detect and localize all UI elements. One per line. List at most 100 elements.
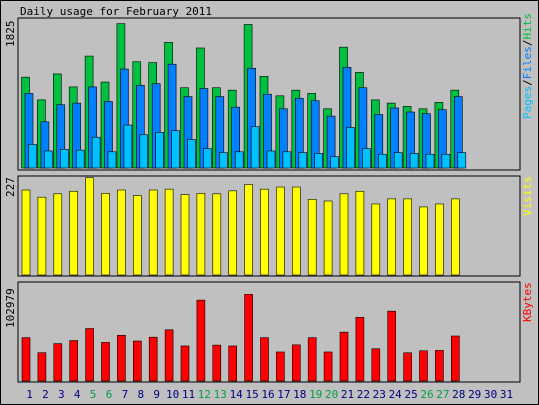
pages-bar-13 (219, 152, 228, 169)
kbytes-bar-7 (117, 334, 126, 382)
x-tick-label: 26 (420, 388, 433, 401)
kbytes-bar-8 (133, 340, 142, 382)
kbytes-bar-6 (101, 342, 110, 382)
pages-bar-15 (250, 126, 260, 169)
x-tick-label: 11 (182, 388, 195, 401)
pages-bar-1 (28, 144, 37, 169)
panel-top-frame (17, 17, 521, 171)
visits-bar-21 (339, 193, 349, 276)
legend-sep-1: / (521, 79, 534, 86)
pages-bar-25 (409, 153, 419, 169)
kbytes-bar-24 (387, 310, 397, 382)
ytick-label-bottom: 102979 (4, 288, 17, 328)
kbytes-bar-21 (339, 331, 349, 382)
x-tick-label: 31 (500, 388, 513, 401)
pages-bar-19 (314, 153, 324, 169)
x-axis-labels: 1 2 3 4 5 6 7 8 9 10 11 12 13 14 15 16 17 18 19 20 21 22 23 24 2… (26, 388, 513, 401)
kbytes-bar-5 (85, 328, 94, 382)
visits-bar-15 (244, 184, 253, 276)
pages-bar-12 (203, 148, 212, 169)
visits-bar-1 (21, 189, 31, 276)
legend-visits: Visits (521, 176, 534, 216)
x-tick-label: 2 (42, 388, 49, 401)
visits-bar-18 (291, 186, 301, 276)
x-tick-label: 25 (404, 388, 417, 401)
pages-bar-9 (155, 132, 164, 169)
kbytes-bar-27 (435, 350, 444, 382)
legend-pages: Pages (521, 86, 534, 119)
x-tick-label: 29 (468, 388, 481, 401)
visits-bar-9 (148, 189, 158, 276)
x-tick-label: 1 (26, 388, 33, 401)
pages-bar-14 (234, 151, 244, 169)
kbytes-bar-3 (53, 343, 63, 382)
kbytes-bar-23 (371, 348, 381, 382)
x-tick-label: 23 (373, 388, 386, 401)
kbytes-bar-20 (323, 351, 333, 382)
legend-top: Pages/Files/Hits (521, 13, 534, 119)
visits-bar-13 (212, 193, 222, 276)
legend-hits: Hits (521, 13, 534, 40)
pages-bar-18 (298, 152, 308, 169)
pages-bar-22 (362, 148, 371, 169)
pages-bar-10 (171, 130, 180, 169)
pages-bar-24 (393, 152, 403, 169)
x-tick-label: 14 (230, 388, 244, 401)
x-tick-label: 3 (58, 388, 65, 401)
visits-bar-23 (371, 203, 381, 276)
pages-bar-4 (75, 149, 85, 169)
kbytes-bar-25 (403, 352, 412, 382)
kbytes-bar-19 (307, 337, 317, 382)
x-tick-label: 18 (293, 388, 306, 401)
kbytes-bar-26 (419, 350, 428, 382)
kbytes-bar-17 (276, 351, 285, 382)
kbytes-bar-1 (21, 337, 31, 382)
visits-bar-25 (403, 198, 412, 276)
x-tick-label: 24 (389, 388, 403, 401)
x-tick-label: 20 (325, 388, 338, 401)
visits-bar-24 (387, 198, 397, 276)
x-tick-label: 27 (436, 388, 449, 401)
pages-bar-21 (346, 127, 355, 169)
x-tick-label: 9 (153, 388, 160, 401)
chart-title: Daily usage for February 2011 (20, 5, 212, 18)
legend-sep-2: / (521, 40, 534, 47)
kbytes-bar-13 (212, 344, 222, 382)
kbytes-bar-14 (228, 345, 237, 382)
x-tick-label: 16 (261, 388, 274, 401)
pages-bar-2 (44, 150, 53, 169)
pages-bar-5 (91, 136, 101, 169)
x-tick-label: 21 (341, 388, 354, 401)
x-tick-label: 28 (452, 388, 465, 401)
pages-bar-6 (107, 151, 117, 169)
pages-bar-11 (187, 139, 196, 169)
x-tick-label: 8 (137, 388, 144, 401)
pages-bar-7 (123, 124, 133, 169)
visits-bar-14 (228, 190, 237, 276)
kbytes-bar-11 (180, 345, 190, 382)
ytick-label-middle: 227 (4, 177, 17, 197)
pages-bar-23 (377, 153, 387, 169)
kbytes-bar-15 (244, 294, 253, 382)
visits-bar-12 (196, 193, 206, 276)
x-tick-label: 13 (214, 388, 227, 401)
pages-bar-16 (266, 150, 276, 169)
panel-frames (17, 17, 521, 383)
visits-bar-28 (450, 198, 460, 276)
panel-bottom-frame (17, 281, 521, 383)
visits-bar-27 (435, 203, 444, 276)
panel-middle-frame (17, 175, 521, 277)
pages-bar-8 (139, 134, 149, 169)
bars-bottom-panel (21, 294, 460, 382)
kbytes-bar-10 (164, 329, 174, 382)
legend-kbytes: KBytes (521, 282, 534, 322)
x-tick-label: 6 (106, 388, 113, 401)
visits-bar-10 (164, 188, 174, 276)
visits-bar-3 (53, 193, 63, 276)
x-tick-label: 10 (166, 388, 179, 401)
kbytes-bar-16 (260, 337, 269, 382)
visits-bar-11 (180, 194, 190, 276)
x-tick-label: 22 (357, 388, 370, 401)
